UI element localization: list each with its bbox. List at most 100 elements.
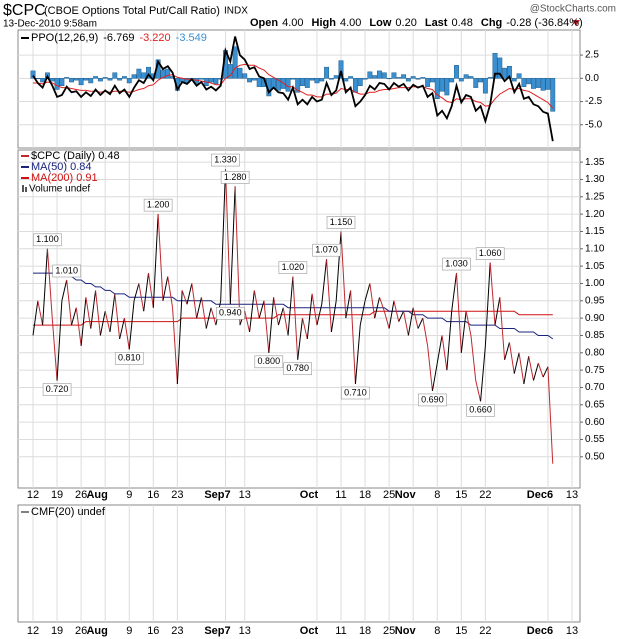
histogram-bar — [49, 78, 55, 82]
label-box — [466, 404, 495, 417]
y-tick-label: 0.95 — [585, 295, 605, 306]
price-segment — [37, 300, 44, 326]
price-segment — [249, 290, 255, 333]
x-tick-label: 12 — [27, 625, 39, 637]
histogram-bar — [468, 76, 474, 79]
histogram-bar — [367, 71, 373, 79]
price-segment — [480, 345, 486, 402]
y-tick-label: 1.25 — [585, 191, 605, 202]
price-segment — [292, 276, 299, 360]
price-segment — [388, 300, 395, 329]
value-label: 0.780 — [286, 363, 309, 373]
histogram-bar — [35, 78, 41, 80]
histogram-bar — [531, 78, 536, 89]
price-segment — [547, 366, 554, 464]
price-segment — [364, 283, 371, 301]
histogram-bar — [540, 78, 546, 91]
x-tick-label: Oct — [300, 489, 319, 501]
value-label: 0.940 — [219, 308, 242, 318]
label-box — [341, 386, 370, 400]
legend-entry: -3.220 — [139, 32, 170, 44]
histogram-bar — [319, 78, 325, 82]
histogram-bar — [535, 78, 541, 88]
price-segment — [85, 297, 92, 329]
value-label: 1.030 — [445, 258, 468, 268]
price-segment — [528, 356, 534, 381]
histogram-bar — [314, 78, 320, 84]
histogram-bar — [391, 72, 397, 79]
series-line — [32, 36, 554, 142]
quote-label: Chg — [481, 17, 502, 29]
exchange: INDX — [224, 6, 248, 17]
y-tick-label: 1.20 — [585, 209, 605, 220]
x-tick-label: Sep7 — [204, 625, 230, 637]
x-tick-label: 18 — [359, 625, 371, 637]
price-segment — [513, 352, 520, 374]
label-box — [52, 264, 81, 278]
quote-label: High — [312, 17, 337, 29]
legend-entry: $CPC (Daily) 0.48 — [31, 150, 120, 162]
price-segment — [369, 283, 376, 319]
price-segment — [465, 311, 472, 336]
security-name: (CBOE Options Total Put/Call Ratio) — [44, 5, 220, 17]
price-segment — [167, 276, 174, 308]
histogram-bar — [439, 78, 445, 92]
legend: PPO(12,26,9) -6.769 -3.220 -3.549 — [31, 32, 207, 44]
histogram-bar — [473, 78, 479, 88]
y-tick-label: -2.5 — [585, 96, 603, 107]
price-segment — [537, 363, 544, 378]
price-segment — [523, 356, 530, 385]
quote-label: Open — [250, 17, 278, 29]
price-segment — [143, 273, 149, 312]
price-segment — [508, 342, 515, 374]
label-box — [442, 257, 471, 271]
price-segment — [326, 259, 332, 333]
legend: CMF(20) undef — [31, 506, 106, 518]
legend-entry: -3.549 — [176, 32, 207, 44]
label-box — [326, 216, 356, 229]
label-box — [211, 153, 240, 167]
histogram-bar — [198, 78, 204, 80]
price-segment — [157, 214, 164, 301]
quote-value: 4.00 — [282, 17, 303, 29]
price-segment — [32, 300, 39, 336]
histogram-bar — [242, 73, 248, 79]
value-label: 1.150 — [330, 217, 353, 227]
y-tick-label: 1.05 — [585, 261, 605, 272]
histogram-bar — [40, 78, 46, 83]
y-tick-label: 1.15 — [585, 226, 605, 237]
histogram-bar — [73, 78, 79, 81]
price-segment — [123, 318, 130, 350]
histogram-bar — [328, 78, 334, 80]
x-tick-label: 16 — [147, 625, 159, 637]
value-label: 1.280 — [224, 172, 247, 182]
histogram-bar — [131, 74, 137, 79]
quote-value: 0.48 — [451, 17, 472, 29]
histogram-bar — [213, 78, 219, 85]
y-tick-label: 0.50 — [585, 451, 605, 462]
x-tick-label: 23 — [171, 489, 183, 501]
value-label: 1.070 — [315, 245, 338, 255]
x-tick-label: 15 — [455, 625, 467, 637]
value-label: 0.720 — [46, 384, 69, 394]
y-tick-label: 0.0 — [585, 73, 599, 84]
price-segment — [277, 307, 284, 326]
histogram-bar — [487, 77, 493, 79]
histogram-bar — [78, 78, 84, 86]
label-box — [475, 247, 505, 260]
histogram-bar — [444, 78, 450, 96]
histogram-bar — [352, 78, 358, 93]
price-segment — [436, 335, 443, 364]
x-tick-label: 8 — [434, 625, 440, 637]
histogram-bar — [410, 76, 416, 79]
price-segment — [244, 311, 251, 333]
x-tick-label: 11 — [335, 489, 346, 501]
histogram-bar — [208, 78, 214, 83]
value-label: 0.710 — [344, 387, 367, 397]
price-segment — [518, 352, 525, 385]
price-segment — [354, 325, 361, 385]
quote-value: 0.20 — [395, 17, 416, 29]
price-segment — [104, 311, 111, 333]
value-label: 0.810 — [118, 353, 141, 363]
x-tick-label: 16 — [147, 489, 159, 501]
